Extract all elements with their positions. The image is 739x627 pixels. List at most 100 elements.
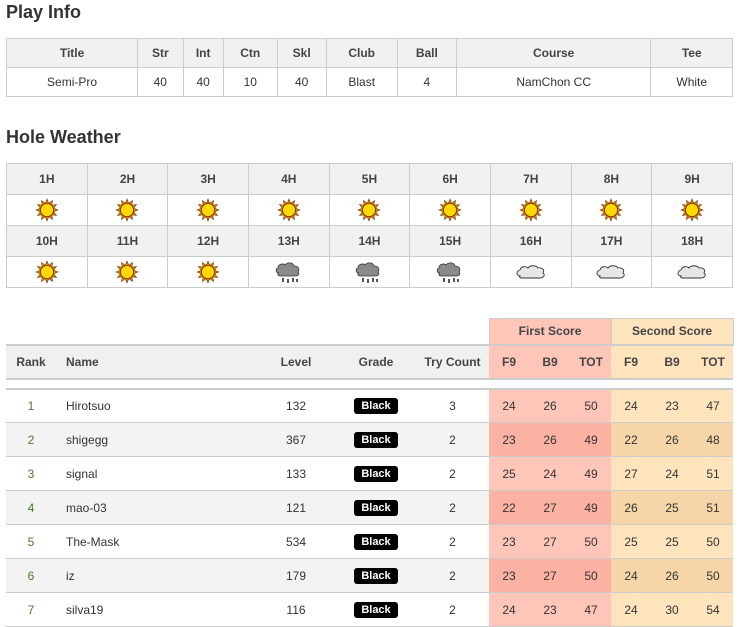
sunny-icon	[86, 194, 169, 226]
second-score-b9: 30	[651, 592, 694, 627]
second-score-tot: 50	[693, 558, 734, 593]
second-score-header: Second Score	[610, 318, 734, 345]
first-score-tot: 50	[571, 558, 612, 593]
first-score-b9: 23	[529, 592, 572, 627]
player-name[interactable]: Hirotsuo	[56, 388, 256, 423]
second-score-b9: 26	[651, 422, 694, 457]
grade-cell: Black	[336, 558, 416, 593]
player-name[interactable]: mao-03	[56, 490, 256, 525]
cloudy-icon	[570, 256, 653, 288]
hole-label: 8H	[570, 163, 653, 195]
player-name[interactable]: shigegg	[56, 422, 256, 457]
second-score-tot: 48	[693, 422, 734, 457]
play-info-value: 40	[182, 67, 224, 97]
try-count: 2	[416, 558, 490, 593]
play-info-table: Title Str Int Ctn Skl Club Ball Course Tee Semi-…	[5, 38, 733, 97]
first-score-f9: 25	[489, 456, 530, 491]
ranking-header-name: Name	[56, 343, 256, 380]
hole-label: 2H	[86, 163, 169, 195]
rank: 4	[6, 490, 56, 525]
sunny-icon	[167, 194, 249, 226]
play-info-header: Str	[137, 38, 184, 68]
first-score-f9: 23	[489, 422, 530, 457]
first-score-b9: 27	[529, 524, 572, 559]
second-score-f9: 22	[611, 422, 652, 457]
second-score-tot: 51	[693, 456, 734, 491]
hole-label: 11H	[86, 225, 169, 257]
first-score-f9: 22	[489, 490, 530, 525]
table-row: 6 iz 179 Black 2 23 27 50 24 26 50	[6, 558, 734, 593]
second-score-f9: 24	[611, 388, 652, 423]
sunny-icon	[489, 194, 572, 226]
try-count: 2	[416, 524, 490, 559]
try-count: 2	[416, 490, 490, 525]
second-score-b9: 25	[651, 524, 694, 559]
second-score-tot: 51	[693, 490, 734, 525]
second-score-f9: 26	[611, 490, 652, 525]
grade-cell: Black	[336, 388, 416, 423]
table-row: 3 signal 133 Black 2 25 24 49 27 24 51	[6, 456, 734, 491]
cloudy-icon	[651, 256, 733, 288]
sunny-icon	[409, 194, 491, 226]
table-row: 2 shigegg 367 Black 2 23 26 49 22 26 48	[6, 422, 734, 457]
ranking-header-rank: Rank	[6, 343, 56, 380]
first-score-tot: 50	[571, 388, 612, 423]
sunny-icon	[6, 194, 88, 226]
rank: 7	[6, 592, 56, 627]
try-count: 2	[416, 422, 490, 457]
hole-label: 9H	[651, 163, 733, 195]
ranking-header-grade: Grade	[336, 343, 416, 380]
play-info-value: 4	[396, 67, 457, 97]
hole-label: 17H	[570, 225, 653, 257]
player-name[interactable]: silva19	[56, 592, 256, 627]
hole-label: 14H	[328, 225, 411, 257]
second-score-b9: 23	[651, 388, 694, 423]
hole-label: 10H	[6, 225, 88, 257]
sunny-icon	[570, 194, 653, 226]
grade-badge: Black	[354, 499, 398, 516]
play-info-header: Ball	[396, 38, 457, 68]
level: 121	[256, 490, 336, 525]
hole-weather-title: Hole Weather	[6, 127, 121, 147]
hole-label: 13H	[247, 225, 330, 257]
table-row: 1 Hirotsuo 132 Black 3 24 26 50 24 23 47	[6, 388, 734, 423]
second-score-f9: 24	[611, 592, 652, 627]
hole-label: 16H	[489, 225, 572, 257]
level: 116	[256, 592, 336, 627]
first-score-b9: 26	[529, 388, 572, 423]
rain-icon	[328, 256, 411, 288]
try-count: 2	[416, 592, 490, 627]
play-info-value: 40	[137, 67, 184, 97]
table-row: 4 mao-03 121 Black 2 22 27 49 26 25 51	[6, 490, 734, 525]
second-score-f9: 27	[611, 456, 652, 491]
rank: 6	[6, 558, 56, 593]
hole-label: 7H	[489, 163, 572, 195]
level: 132	[256, 388, 336, 423]
first-score-b9: 27	[529, 558, 572, 593]
play-info-value: 10	[222, 67, 278, 97]
play-info-value: Semi-Pro	[5, 67, 139, 97]
first-score-tot: 49	[571, 490, 612, 525]
level: 367	[256, 422, 336, 457]
first-score-tot: 50	[571, 524, 612, 559]
second-score-b9: 26	[651, 558, 694, 593]
sunny-icon	[247, 194, 330, 226]
first-score-tot: 49	[571, 422, 612, 457]
player-name[interactable]: The-Mask	[56, 524, 256, 559]
player-name[interactable]: signal	[56, 456, 256, 491]
grade-badge: Black	[354, 431, 398, 448]
hole-weather-table: 1H 2H 3H 4H 5H 6H 7H 8H 9H 10H 11H 12H 13H 14H 15H 16H…	[6, 163, 733, 288]
ranking-header-f9: F9	[489, 343, 530, 380]
hole-label: 18H	[651, 225, 733, 257]
play-info-title: Play Info	[6, 2, 82, 22]
rank: 2	[6, 422, 56, 457]
player-name[interactable]: iz	[56, 558, 256, 593]
second-score-f9: 24	[611, 558, 652, 593]
second-score-tot: 50	[693, 524, 734, 559]
first-score-tot: 49	[571, 456, 612, 491]
sunny-icon	[86, 256, 169, 288]
level: 179	[256, 558, 336, 593]
ranking-header-f9: F9	[611, 343, 652, 380]
table-row: 7 silva19 116 Black 2 24 23 47 24 30 54	[6, 592, 734, 627]
play-info-value: NamChon CC	[455, 67, 652, 97]
